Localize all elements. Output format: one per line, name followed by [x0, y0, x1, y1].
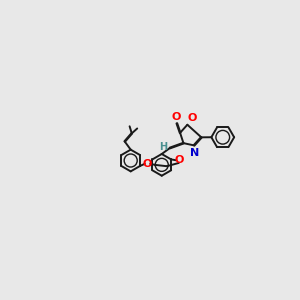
Text: O: O — [143, 159, 152, 169]
Text: O: O — [172, 112, 181, 122]
Text: N: N — [190, 148, 199, 158]
Text: H: H — [159, 142, 167, 152]
Text: O: O — [188, 113, 197, 123]
Text: O: O — [174, 155, 183, 165]
